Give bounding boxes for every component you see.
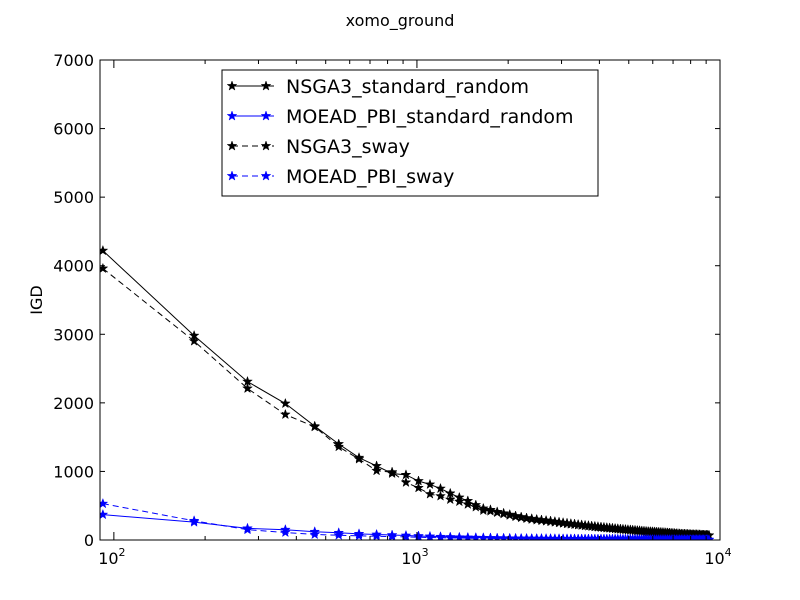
data-point: [521, 512, 533, 524]
data-point: [491, 506, 503, 518]
data-point: [100, 262, 109, 274]
data-point: [279, 408, 291, 420]
legend-entry: NSGA3_standard_random: [226, 76, 529, 98]
y-axis-label: IGD: [27, 285, 46, 314]
data-point: [333, 440, 345, 452]
legend-entry: NSGA3_sway: [226, 136, 410, 158]
data-point: [498, 508, 510, 519]
data-point: [188, 335, 200, 346]
data-point: [413, 482, 424, 493]
data-point: [477, 504, 489, 516]
legend-entry: MOEAD_PBI_sway: [226, 166, 454, 188]
legend-marker: [226, 140, 238, 151]
legend-marker: [260, 110, 272, 121]
data-point: [100, 508, 109, 520]
y-tick-label: 7000: [53, 51, 94, 70]
legend-marker: [260, 170, 272, 181]
data-point: [242, 382, 253, 394]
data-point: [453, 495, 465, 507]
legend-marker: [260, 140, 272, 151]
data-point: [515, 511, 527, 523]
data-point: [371, 530, 383, 540]
legend-label: NSGA3_sway: [286, 136, 410, 158]
y-tick-label: 0: [84, 531, 94, 550]
data-point: [484, 505, 496, 516]
data-point: [100, 244, 109, 256]
legend-marker: [226, 110, 238, 121]
data-point: [526, 513, 538, 525]
data-point: [435, 490, 446, 501]
data-point: [279, 397, 291, 409]
data-point: [400, 476, 412, 488]
data-point: [424, 478, 436, 490]
plot-frame: [99, 59, 721, 541]
data-point: [100, 497, 109, 509]
legend-box: [221, 69, 599, 197]
data-point: [510, 510, 522, 522]
y-tick-label: 2000: [53, 394, 94, 413]
legend-label: MOEAD_PBI_sway: [286, 166, 454, 188]
legend-marker: [226, 80, 238, 91]
data-point: [188, 515, 200, 526]
legend-marker: [226, 170, 238, 181]
y-tick-label: 4000: [53, 257, 94, 276]
y-tick-label: 3000: [53, 325, 94, 344]
data-point: [400, 531, 412, 540]
y-tick-label: 5000: [53, 188, 94, 207]
legend-label: MOEAD_PBI_standard_random: [286, 106, 574, 128]
data-point: [462, 498, 474, 510]
data-point: [504, 509, 516, 520]
data-point: [424, 488, 436, 499]
data-point: [470, 501, 482, 512]
legend-marker: [260, 80, 272, 91]
data-point: [309, 528, 321, 540]
legend-label: NSGA3_standard_random: [286, 76, 529, 98]
plot-layer: [100, 244, 715, 540]
chart-title: xomo_ground: [346, 11, 455, 31]
data-point: [413, 531, 424, 540]
data-point: [444, 493, 456, 505]
data-point: [386, 530, 398, 540]
data-point: [279, 526, 291, 538]
data-point: [386, 466, 398, 477]
data-point: [371, 464, 383, 476]
y-tick-label: 6000: [53, 120, 94, 139]
legend: NSGA3_standard_random MOEAD_PBI_standard_…: [221, 69, 599, 197]
data-point: [353, 453, 365, 464]
legend-entry: MOEAD_PBI_standard_random: [226, 106, 574, 128]
y-tick-label: 1000: [53, 462, 94, 481]
data-point: [353, 530, 365, 540]
series-group: [100, 244, 715, 540]
data-point: [333, 529, 345, 540]
data-point: [309, 421, 321, 432]
data-point: [703, 533, 715, 540]
data-point: [242, 523, 253, 535]
